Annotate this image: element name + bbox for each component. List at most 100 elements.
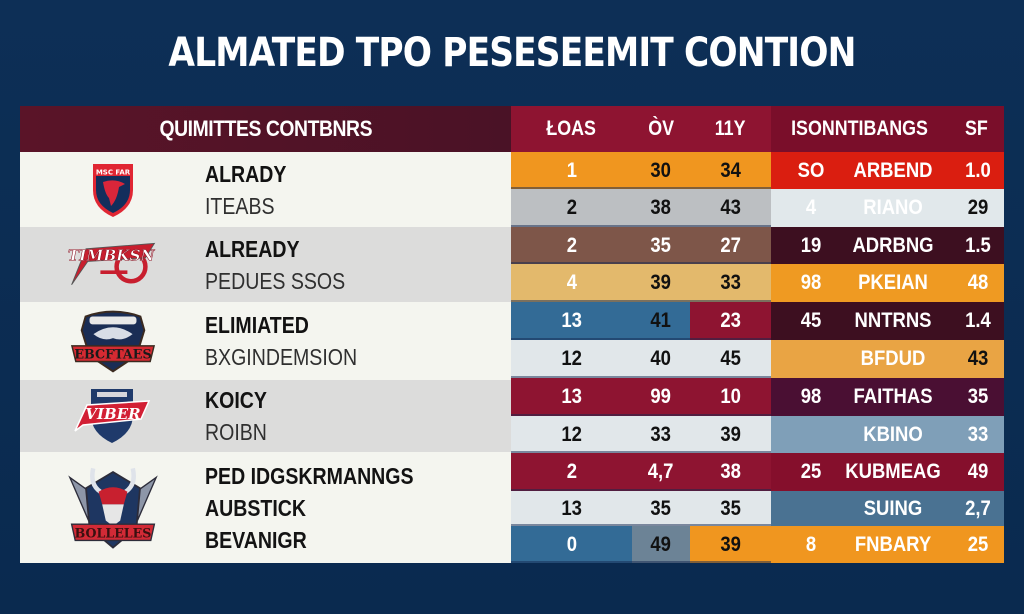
stat-value: 39 [650, 271, 672, 294]
stats-header: ŁOAS ÒV 11Y [511, 106, 771, 152]
standings-cell: KBINO 33 [771, 416, 1004, 453]
stats-row[interactable]: 12 33 39 KBINO 33 [511, 416, 1004, 453]
stat-value: 13 [561, 385, 582, 408]
stat-cell-col-1: 13 [511, 491, 632, 526]
row-divider [511, 414, 771, 416]
teams-column-header: QUIMITTES CONTBNRS [20, 106, 511, 152]
stat-value: 4,7 [648, 460, 674, 483]
stat-value: 13 [561, 309, 582, 332]
standing-name: BFDUD [860, 347, 926, 370]
row-divider [511, 489, 771, 491]
stat-cell-col-3: 35 [690, 491, 771, 526]
row-divider [511, 451, 771, 453]
eagle-crest-logo-icon: EBCFTAES [68, 302, 158, 380]
stat-cell-col-1: 12 [511, 340, 632, 378]
standings-header: ISONNTIBANGS SF [771, 106, 1004, 152]
row-divider [511, 187, 771, 189]
stats-row[interactable]: 2 38 43 4 RIANO 29 [511, 189, 1004, 227]
team-name-secondary: AUBSTICK [205, 494, 307, 521]
stat-value: 33 [650, 422, 672, 446]
stats-header-col-3[interactable]: 11Y [715, 117, 746, 140]
stat-value: 35 [650, 233, 672, 257]
stat-cell-col-3: 10 [690, 378, 771, 416]
stat-value: 30 [650, 158, 672, 182]
stat-cell-col-2: 99 [632, 378, 690, 416]
stat-value: 41 [650, 309, 672, 332]
standing-sf-value: 2,7 [965, 496, 991, 520]
stat-cell-col-3: 38 [690, 453, 771, 491]
standing-number: SO [797, 158, 825, 182]
team-group-2[interactable]: TIMBKSN ALREADY PEDUES SSOS [20, 227, 511, 302]
stat-cell-col-2: 41 [632, 302, 690, 340]
stats-row[interactable]: 2 35 27 19 ADRBNG 1.5 [511, 227, 1004, 264]
team-name-primary: ALREADY [205, 235, 300, 262]
stat-value: 2 [566, 196, 577, 219]
stat-cell-col-2: 33 [632, 416, 690, 453]
stat-cell-col-1: 2 [511, 189, 632, 227]
stat-value: 38 [650, 196, 672, 219]
stat-value: 35 [650, 496, 672, 520]
stats-row[interactable]: 12 40 45 BFDUD 43 [511, 340, 1004, 378]
stats-row[interactable]: 4 39 33 98 PKEIAN 48 [511, 264, 1004, 302]
stats-row[interactable]: 13 35 35 SUING 2,7 [511, 491, 1004, 526]
standing-sf-value: 29 [967, 196, 989, 219]
row-divider [511, 338, 771, 340]
stat-cell-col-2: 30 [632, 152, 690, 189]
stat-value: 10 [720, 385, 741, 408]
standings-cell: SUING 2,7 [771, 491, 1004, 526]
team-name-primary: ELIMIATED [205, 312, 309, 338]
stat-cell-col-3: 33 [690, 264, 771, 302]
team-names: KOICY ROIBN [205, 384, 278, 448]
page-title: ALMATED TPO PESESEEMIT CONTION [168, 30, 856, 76]
standing-sf-value: 25 [967, 532, 989, 556]
standing-sf-value: 48 [967, 271, 989, 294]
stat-value: 38 [720, 460, 741, 483]
stat-cell-col-2: 49 [632, 526, 690, 563]
standings-header-sf[interactable]: SF [965, 117, 988, 140]
stat-cell-col-1: 1 [511, 152, 632, 189]
standings-header-name[interactable]: ISONNTIBANGS [791, 117, 929, 140]
team-group-5[interactable]: BOLLELES PED IDGSKRMANNGS AUBSTICK BEVAN… [20, 452, 511, 563]
stat-value: 39 [720, 422, 741, 446]
standing-number: 4 [805, 196, 817, 219]
stat-cell-col-3: 45 [690, 340, 771, 378]
standing-name: ADRBNG [852, 233, 934, 257]
standing-number: 98 [800, 385, 822, 408]
stat-value: 99 [650, 385, 672, 408]
stat-cell-col-1: 13 [511, 302, 632, 340]
stats-row[interactable]: 13 41 23 45 NNTRNS 1.4 [511, 302, 1004, 340]
stat-cell-col-2: 35 [632, 227, 690, 264]
standing-sf-value: 1.0 [965, 158, 991, 182]
stats-row[interactable]: 13 99 10 98 FAITHAS 35 [511, 378, 1004, 416]
standing-name: PKEIAN [858, 271, 928, 294]
winged-bull-logo-icon: BOLLELES [68, 452, 158, 563]
standings-board: QUIMITTES CONTBNRS ŁOAS ÒV 11Y ISONNTIBA… [20, 106, 1004, 563]
shield-logo-icon: MSC FAR [68, 152, 158, 227]
stats-row[interactable]: 0 49 39 8 FNBARY 25 [511, 526, 1004, 563]
team-group-1[interactable]: MSC FAR ALRADY ITEABS [20, 152, 511, 227]
standing-sf-value: 1.4 [965, 309, 991, 332]
svg-text:BOLLELES: BOLLELES [75, 525, 152, 540]
standings-cell: 45 NNTRNS 1.4 [771, 302, 1004, 340]
stat-cell-col-3: 27 [690, 227, 771, 264]
stat-value: 13 [561, 496, 582, 520]
stats-header-col-2[interactable]: ÒV [648, 117, 674, 140]
stat-value: 39 [720, 532, 741, 556]
row-divider [511, 376, 771, 378]
stats-row[interactable]: 2 4,7 38 25 KUBMEAG 49 [511, 453, 1004, 491]
standings-cell: 8 FNBARY 25 [771, 526, 1004, 563]
standings-cell: 19 ADRBNG 1.5 [771, 227, 1004, 264]
standings-cell: SO ARBEND 1.0 [771, 152, 1004, 189]
standing-name: SUING [863, 496, 923, 520]
standing-sf-value: 43 [967, 347, 989, 370]
stat-value: 4 [566, 271, 577, 294]
stats-row[interactable]: 1 30 34 SO ARBEND 1.0 [511, 152, 1004, 189]
stat-cell-col-3: 39 [690, 526, 771, 563]
stats-header-col-1[interactable]: ŁOAS [546, 117, 597, 140]
team-group-3[interactable]: EBCFTAES ELIMIATED BXGINDEMSION [20, 302, 511, 380]
team-names: PED IDGSKRMANNGS AUBSTICK BEVANIGR [205, 460, 450, 556]
standing-name: RIANO [863, 196, 923, 219]
row-divider [511, 524, 771, 526]
standing-name: FNBARY [854, 532, 932, 556]
team-group-4[interactable]: VIBER KOICY ROIBN [20, 380, 511, 452]
